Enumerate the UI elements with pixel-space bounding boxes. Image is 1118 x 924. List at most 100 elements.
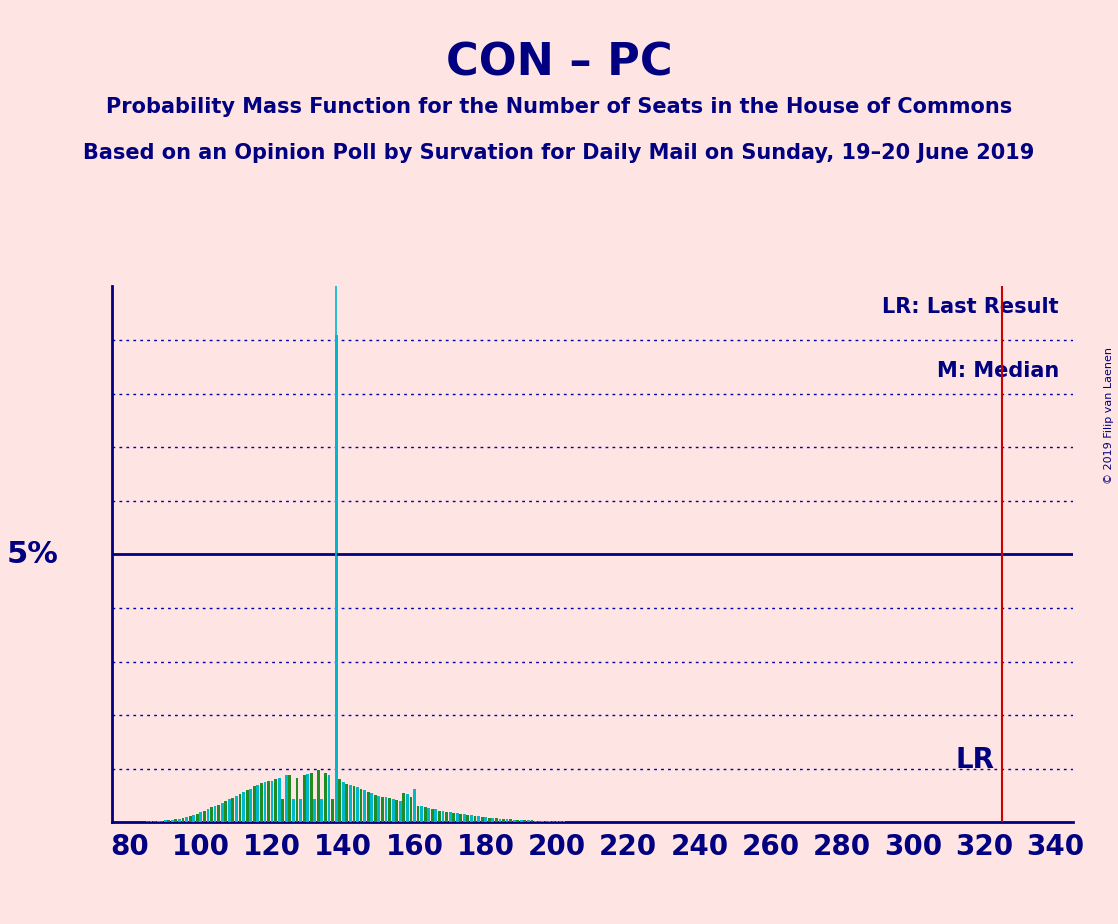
Bar bbox=[264, 782, 266, 822]
Bar bbox=[277, 778, 281, 822]
Bar bbox=[559, 821, 562, 822]
Bar bbox=[406, 795, 409, 822]
Bar bbox=[487, 818, 491, 822]
Bar bbox=[306, 774, 309, 822]
Bar bbox=[378, 796, 380, 822]
Bar bbox=[199, 811, 202, 822]
Bar bbox=[328, 774, 331, 822]
Bar bbox=[484, 817, 487, 822]
Text: Probability Mass Function for the Number of Seats in the House of Commons: Probability Mass Function for the Number… bbox=[106, 97, 1012, 117]
Bar bbox=[153, 821, 155, 822]
Bar bbox=[391, 798, 395, 822]
Bar bbox=[531, 821, 533, 822]
Bar bbox=[420, 807, 423, 822]
Bar bbox=[385, 797, 388, 822]
Bar bbox=[210, 808, 212, 822]
Bar bbox=[225, 801, 227, 822]
Bar bbox=[349, 784, 352, 822]
Bar bbox=[492, 818, 494, 822]
Bar bbox=[427, 808, 430, 822]
Bar bbox=[517, 820, 519, 822]
Bar bbox=[178, 819, 181, 822]
Bar bbox=[562, 821, 566, 822]
Bar bbox=[316, 771, 320, 822]
Bar bbox=[157, 821, 160, 822]
Bar bbox=[243, 793, 245, 822]
Bar bbox=[331, 798, 334, 822]
Bar bbox=[409, 796, 413, 822]
Text: 5%: 5% bbox=[7, 540, 59, 569]
Bar bbox=[509, 820, 512, 822]
Bar bbox=[274, 780, 277, 822]
Bar bbox=[246, 790, 248, 822]
Bar bbox=[463, 814, 466, 822]
Bar bbox=[523, 821, 527, 822]
Bar bbox=[271, 781, 274, 822]
Bar bbox=[192, 815, 196, 822]
Bar bbox=[513, 820, 515, 822]
Bar bbox=[448, 812, 452, 822]
Text: LR: Last Result: LR: Last Result bbox=[882, 298, 1059, 317]
Bar bbox=[481, 817, 484, 822]
Bar bbox=[466, 815, 470, 822]
Bar bbox=[300, 798, 302, 822]
Bar bbox=[203, 810, 206, 822]
Bar bbox=[186, 817, 188, 822]
Bar bbox=[541, 821, 544, 822]
Bar bbox=[549, 821, 551, 822]
Bar bbox=[417, 807, 419, 822]
Bar bbox=[235, 796, 238, 822]
Bar bbox=[342, 782, 344, 822]
Bar bbox=[373, 795, 377, 822]
Bar bbox=[231, 797, 235, 822]
Bar bbox=[424, 808, 427, 822]
Bar bbox=[171, 820, 173, 822]
Bar bbox=[470, 815, 473, 822]
Text: CON – PC: CON – PC bbox=[446, 42, 672, 85]
Bar bbox=[282, 798, 284, 822]
Bar bbox=[445, 811, 448, 822]
Bar bbox=[477, 817, 480, 822]
Bar bbox=[456, 813, 458, 822]
Bar bbox=[435, 809, 437, 822]
Bar bbox=[438, 810, 440, 822]
Bar bbox=[168, 821, 170, 822]
Bar bbox=[402, 793, 405, 822]
Bar bbox=[238, 795, 241, 822]
Bar bbox=[295, 778, 299, 822]
Bar bbox=[249, 788, 252, 822]
Bar bbox=[339, 780, 341, 822]
Bar bbox=[495, 818, 498, 822]
Text: Based on an Opinion Poll by Survation for Daily Mail on Sunday, 19–20 June 2019: Based on an Opinion Poll by Survation fo… bbox=[84, 143, 1034, 164]
Bar bbox=[360, 788, 362, 822]
Bar bbox=[228, 799, 230, 822]
Bar bbox=[313, 798, 316, 822]
Bar bbox=[459, 814, 462, 822]
Bar bbox=[146, 821, 149, 822]
Bar bbox=[292, 798, 295, 822]
Text: LR: LR bbox=[956, 746, 994, 774]
Bar bbox=[214, 807, 217, 822]
Bar bbox=[363, 790, 366, 822]
Bar bbox=[520, 820, 523, 822]
Bar bbox=[370, 794, 373, 822]
Bar bbox=[381, 796, 383, 822]
Bar bbox=[538, 821, 540, 822]
Bar bbox=[217, 805, 220, 822]
Bar bbox=[399, 801, 401, 822]
Bar bbox=[174, 820, 178, 822]
Bar bbox=[285, 775, 287, 822]
Bar bbox=[181, 818, 184, 822]
Bar bbox=[321, 798, 323, 822]
Bar bbox=[556, 821, 558, 822]
Bar bbox=[552, 821, 555, 822]
Bar bbox=[357, 787, 359, 822]
Bar bbox=[442, 811, 444, 822]
Bar bbox=[267, 781, 269, 822]
Bar bbox=[334, 334, 338, 822]
Bar bbox=[352, 786, 356, 822]
Bar bbox=[150, 821, 152, 822]
Bar bbox=[502, 819, 505, 822]
Bar bbox=[430, 809, 434, 822]
Text: © 2019 Filip van Laenen: © 2019 Filip van Laenen bbox=[1105, 347, 1114, 484]
